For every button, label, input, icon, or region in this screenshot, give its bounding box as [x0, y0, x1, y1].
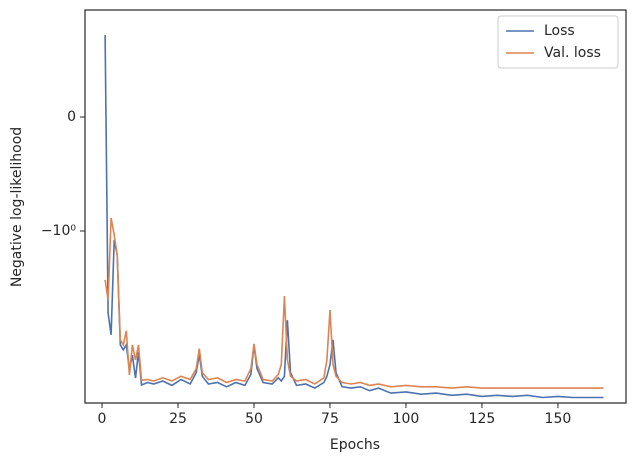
x-tick-label: 25	[169, 411, 187, 427]
x-tick-label: 100	[393, 411, 420, 427]
plot-frame	[84, 9, 627, 404]
legend-label: Loss	[544, 23, 575, 39]
y-axis-label: Negative log-likelihood	[9, 127, 25, 287]
legend-box	[497, 15, 619, 69]
x-axis-label: Epochs	[330, 437, 380, 453]
data-line	[104, 217, 604, 389]
x-tick-label: 75	[321, 411, 339, 427]
y-tick-label: −10⁰	[41, 223, 77, 239]
x-tick-label: 125	[469, 411, 496, 427]
y-tick-label: 0	[67, 109, 76, 125]
legend-label: Val. loss	[544, 45, 601, 61]
x-tick-label: 0	[98, 411, 107, 427]
data-line	[104, 34, 604, 399]
x-tick-label: 50	[245, 411, 263, 427]
x-tick-label: 150	[545, 411, 572, 427]
